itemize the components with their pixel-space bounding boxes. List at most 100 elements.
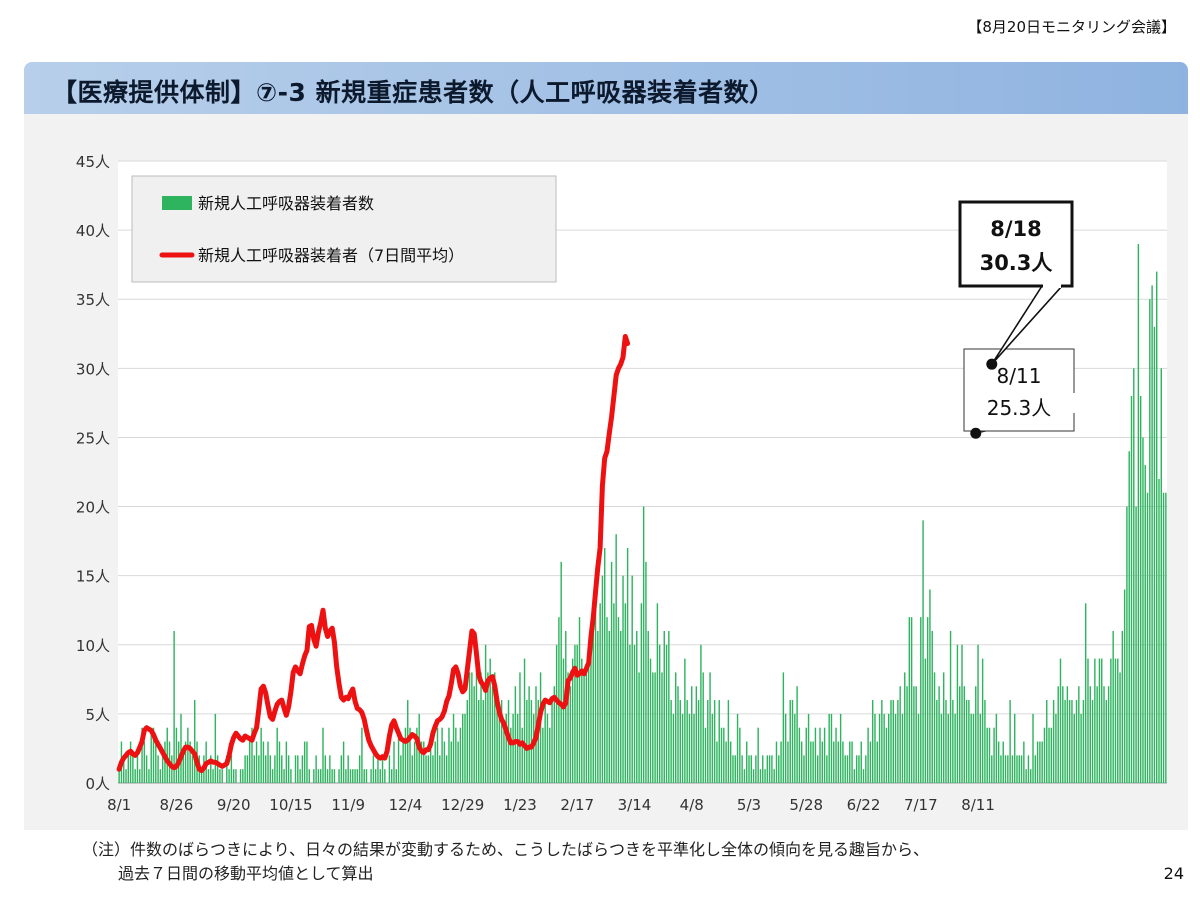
bar bbox=[1105, 700, 1108, 783]
bar bbox=[746, 741, 748, 783]
meeting-tag: 【8月20日モニタリング会議】 bbox=[967, 18, 1176, 36]
x-tick-label: 2/17 bbox=[560, 796, 594, 814]
bar bbox=[377, 755, 379, 783]
bar bbox=[487, 672, 489, 783]
bar bbox=[860, 741, 862, 783]
bar bbox=[269, 755, 272, 783]
bar bbox=[766, 755, 769, 783]
bar bbox=[952, 700, 954, 783]
bar bbox=[429, 741, 432, 783]
bar bbox=[544, 700, 546, 783]
bar bbox=[489, 658, 491, 783]
bar bbox=[723, 727, 725, 783]
bar bbox=[530, 700, 533, 783]
bar bbox=[640, 603, 643, 783]
bar bbox=[997, 741, 1000, 783]
bar bbox=[1135, 506, 1137, 783]
legend-bar-swatch bbox=[162, 196, 192, 210]
bar bbox=[830, 713, 833, 783]
bar bbox=[697, 700, 700, 783]
bar bbox=[849, 741, 851, 783]
bar bbox=[1107, 686, 1110, 783]
bar bbox=[265, 755, 267, 783]
bar bbox=[216, 755, 219, 783]
bar bbox=[251, 727, 253, 783]
bar bbox=[484, 644, 487, 783]
bar bbox=[1013, 713, 1016, 783]
x-tick-label: 7/17 bbox=[904, 796, 938, 814]
bar bbox=[253, 755, 255, 783]
bar bbox=[345, 769, 347, 783]
bar bbox=[562, 658, 565, 783]
bar bbox=[381, 755, 384, 783]
bar bbox=[1096, 686, 1098, 783]
bar bbox=[759, 769, 762, 783]
bar bbox=[448, 727, 450, 783]
bar bbox=[693, 713, 695, 783]
bar bbox=[672, 713, 675, 783]
bar bbox=[361, 727, 363, 783]
footnote-line-2: 過去７日間の移動平均値として算出 bbox=[118, 864, 374, 883]
bar bbox=[1089, 686, 1091, 783]
bar bbox=[274, 755, 276, 783]
bar bbox=[496, 700, 498, 783]
bar bbox=[581, 658, 583, 783]
bar bbox=[931, 630, 933, 783]
bar bbox=[505, 713, 507, 783]
bar bbox=[833, 741, 835, 783]
bar bbox=[214, 713, 217, 783]
x-tick-label: 4/8 bbox=[680, 796, 704, 814]
bar bbox=[1160, 368, 1162, 783]
bar bbox=[576, 644, 578, 783]
y-tick-label: 30人 bbox=[76, 360, 110, 378]
bar bbox=[1078, 686, 1080, 783]
callout-point bbox=[970, 427, 982, 439]
bar bbox=[148, 769, 150, 783]
bar bbox=[1064, 700, 1066, 783]
bar bbox=[370, 769, 372, 783]
bar bbox=[922, 520, 924, 783]
bar bbox=[494, 672, 496, 783]
bar bbox=[959, 686, 961, 783]
bar bbox=[828, 713, 830, 783]
bar bbox=[917, 713, 920, 783]
bar bbox=[539, 672, 542, 783]
bar bbox=[129, 741, 132, 783]
bar bbox=[397, 727, 400, 783]
bar bbox=[732, 755, 734, 783]
bar bbox=[940, 713, 943, 783]
bar bbox=[656, 603, 659, 783]
bar bbox=[775, 741, 778, 783]
bar bbox=[175, 727, 178, 783]
bar bbox=[869, 741, 872, 783]
bar bbox=[718, 700, 720, 783]
bar bbox=[471, 672, 473, 783]
bar bbox=[1043, 727, 1046, 783]
bar bbox=[668, 630, 670, 783]
bar bbox=[267, 741, 269, 783]
bar bbox=[865, 755, 867, 783]
bar bbox=[686, 700, 688, 783]
bar bbox=[933, 672, 936, 783]
bar bbox=[549, 727, 551, 783]
bar bbox=[1080, 713, 1082, 783]
bar bbox=[434, 741, 436, 783]
bar bbox=[232, 769, 235, 783]
bar bbox=[425, 755, 427, 783]
bar bbox=[979, 713, 982, 783]
bar bbox=[606, 617, 608, 783]
bar bbox=[468, 672, 471, 783]
callout-box-8-18 bbox=[958, 200, 1074, 288]
bar bbox=[908, 617, 911, 783]
bar bbox=[906, 686, 908, 783]
bar bbox=[358, 755, 361, 783]
bar bbox=[1071, 700, 1073, 783]
bar bbox=[297, 755, 299, 783]
bar bbox=[1094, 658, 1096, 783]
bar bbox=[817, 755, 819, 783]
bar bbox=[1112, 630, 1114, 783]
bar bbox=[622, 575, 624, 783]
bar bbox=[1075, 700, 1078, 783]
bar bbox=[390, 769, 393, 783]
bar bbox=[553, 686, 556, 783]
